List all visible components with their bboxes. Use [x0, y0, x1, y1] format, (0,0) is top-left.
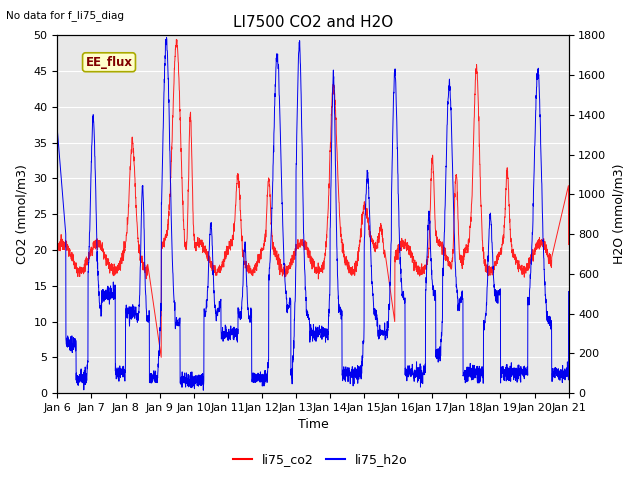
X-axis label: Time: Time	[298, 419, 328, 432]
Text: EE_flux: EE_flux	[86, 56, 132, 69]
Y-axis label: CO2 (mmol/m3): CO2 (mmol/m3)	[15, 164, 28, 264]
Title: LI7500 CO2 and H2O: LI7500 CO2 and H2O	[233, 15, 393, 30]
Legend: li75_co2, li75_h2o: li75_co2, li75_h2o	[228, 448, 412, 471]
Text: No data for f_li75_diag: No data for f_li75_diag	[6, 10, 124, 21]
Y-axis label: H2O (mmol/m3): H2O (mmol/m3)	[612, 164, 625, 264]
